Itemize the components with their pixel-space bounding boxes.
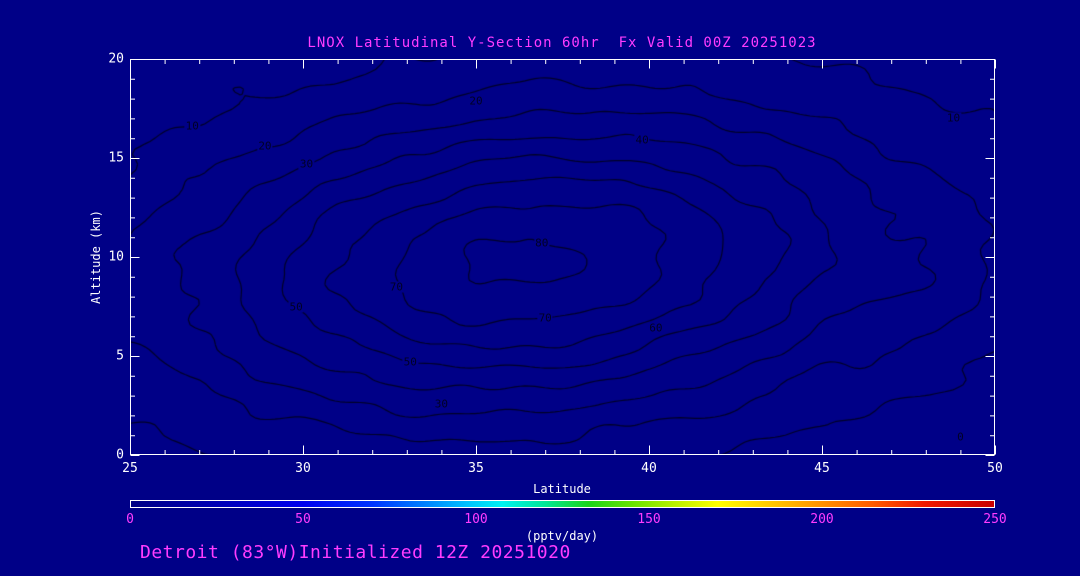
y-axis-label: Altitude (km)	[89, 210, 103, 304]
station-label: Detroit (83°W)	[140, 542, 299, 563]
y-tick-label: 5	[116, 348, 124, 364]
contour-level-label: 20	[468, 94, 484, 108]
x-tick-label: 25	[122, 461, 138, 476]
y-tick-label: 15	[108, 150, 124, 166]
colorbar	[130, 500, 995, 508]
contour-level-label: 50	[402, 355, 418, 369]
y-tick-label: 20	[108, 51, 124, 67]
y-tick-label: 0	[116, 447, 124, 463]
init-time-label: Initialized 12Z 20251020	[298, 542, 571, 563]
contour-level-label: 10	[184, 119, 200, 133]
colorbar-tick-label: 150	[637, 512, 661, 527]
contour-level-label: 50	[288, 300, 304, 313]
colorbar-tick-label: 50	[295, 512, 311, 527]
x-tick-label: 45	[814, 461, 830, 476]
footer-annotation: Detroit (83°W)Initialized 12Z 20251020	[140, 542, 571, 563]
contour-level-label: 60	[648, 321, 664, 335]
contour-level-label: 80	[534, 236, 550, 250]
contour-level-label: 20	[257, 139, 273, 153]
x-tick-label: 40	[641, 461, 657, 476]
y-tick-label: 10	[108, 249, 124, 265]
x-axis-label: Latitude	[533, 482, 591, 496]
contour-level-label: 10	[945, 111, 962, 125]
contour-level-label: 0	[956, 430, 965, 444]
x-tick-label: 50	[987, 461, 1003, 476]
contour-plot-canvas	[130, 59, 995, 455]
contour-level-label: 70	[388, 280, 405, 294]
colorbar-tick-label: 0	[126, 512, 134, 527]
x-tick-label: 35	[468, 461, 484, 476]
contour-level-label: 30	[433, 397, 450, 411]
chart-title: LNOX Latitudinal Y-Section 60hr Fx Valid…	[307, 35, 817, 51]
contour-level-label: 70	[537, 311, 553, 325]
colorbar-tick-label: 250	[983, 512, 1007, 527]
contour-level-label: 30	[298, 157, 315, 171]
colorbar-tick-label: 100	[464, 512, 488, 527]
colorbar-tick-label: 200	[810, 512, 834, 527]
contour-level-label: 40	[634, 133, 650, 147]
x-tick-label: 30	[295, 461, 311, 476]
colorbar-units-label: (pptv/day)	[525, 529, 599, 543]
